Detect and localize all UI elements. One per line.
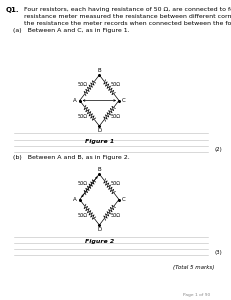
Text: 50Ω: 50Ω: [78, 82, 88, 87]
Text: A: A: [73, 197, 76, 202]
Text: 50Ω: 50Ω: [111, 181, 121, 186]
Text: (3): (3): [215, 250, 223, 255]
Text: D: D: [97, 227, 101, 232]
Text: (a)   Between A and C, as in Figure 1.: (a) Between A and C, as in Figure 1.: [13, 28, 129, 33]
Text: Figure 2: Figure 2: [85, 238, 114, 244]
Text: C: C: [122, 197, 126, 202]
Text: Four resistors, each having resistance of 50 Ω, are connected to form a square. : Four resistors, each having resistance o…: [24, 7, 231, 26]
Text: Page 1 of 90: Page 1 of 90: [183, 292, 210, 297]
Text: Q1.: Q1.: [6, 7, 19, 13]
Text: C: C: [122, 98, 126, 103]
Text: A: A: [73, 98, 76, 103]
Text: (2): (2): [215, 147, 223, 152]
Text: 50Ω: 50Ω: [111, 114, 121, 119]
Text: (b)   Between A and B, as in Figure 2.: (b) Between A and B, as in Figure 2.: [13, 154, 129, 160]
Text: B: B: [97, 68, 101, 73]
Text: D: D: [97, 128, 101, 133]
Text: (Total 5 marks): (Total 5 marks): [173, 265, 215, 270]
Text: Figure 1: Figure 1: [85, 140, 114, 145]
Text: 50Ω: 50Ω: [78, 181, 88, 186]
Text: 50Ω: 50Ω: [111, 82, 121, 87]
Text: 50Ω: 50Ω: [78, 213, 88, 218]
Text: 50Ω: 50Ω: [78, 114, 88, 119]
Text: 50Ω: 50Ω: [111, 213, 121, 218]
Text: B: B: [97, 167, 101, 172]
